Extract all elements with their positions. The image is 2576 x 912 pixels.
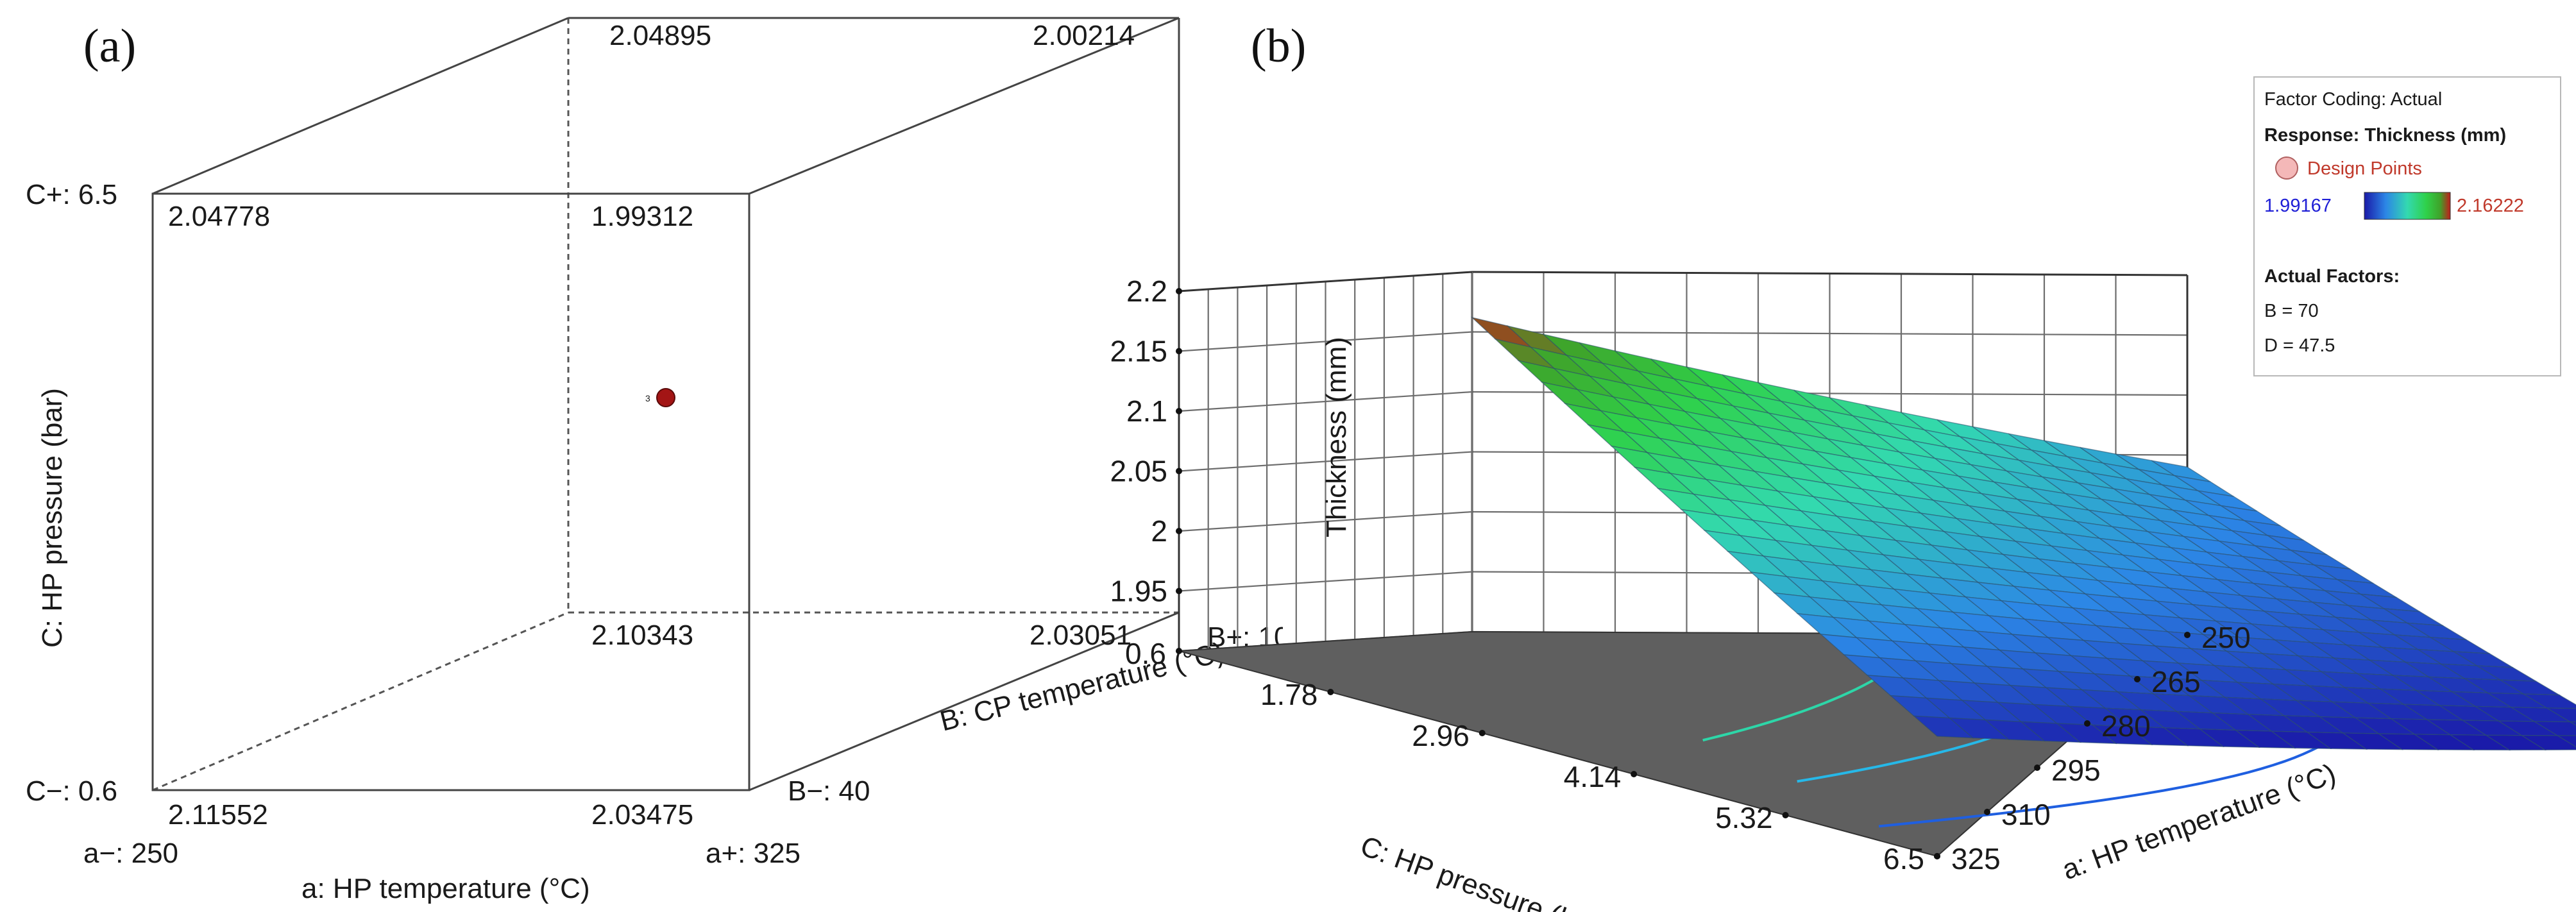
legend-min-value: 1.99167 [2264, 196, 2332, 216]
surface-cell [2568, 721, 2576, 726]
z-tick-dot [1176, 348, 1182, 355]
x-tick-label: 295 [2051, 754, 2101, 787]
axis-title-hp-pressure: C: HP pressure (bar) [1357, 830, 1611, 912]
legend-design-points: Design Points [2307, 158, 2422, 179]
panel-a-label: (a) [83, 20, 136, 72]
grid-line [1178, 391, 1473, 412]
x-tick-dot [1984, 809, 1990, 815]
grid-line [1178, 511, 1473, 532]
grid-line [1178, 331, 1473, 352]
y-tick-label: 0.6 [1125, 637, 1166, 670]
z-tick-label: 2.2 [1126, 274, 1167, 308]
x-tick-dot [2134, 676, 2140, 682]
x-tick-label: 325 [1951, 842, 2001, 875]
corner-value-front-bottom-right: 2.03475 [591, 799, 693, 831]
y-tick-label: 4.14 [1564, 760, 1622, 793]
x-tick-label: 265 [2151, 665, 2201, 698]
legend-actual-factors-title: Actual Factors: [2264, 266, 2400, 287]
z-tick-label: 1.95 [1110, 575, 1167, 608]
axis-title-a: a: HP temperature (°C) [301, 873, 590, 904]
label-a-minus: a−: 250 [83, 838, 178, 869]
response-surface [1470, 316, 2576, 751]
grid-line [1178, 571, 1473, 592]
cube-edge-top-right [749, 17, 1180, 195]
y-tick-label: 2.96 [1412, 719, 1470, 752]
corner-value-back-top-left: 2.04895 [609, 20, 711, 51]
legend-factor-coding: Factor Coding: Actual [2264, 89, 2442, 110]
cube-plot: (a) 2.04895 2.00214 2.04778 1.99312 2.10… [26, 17, 1283, 904]
legend-box [2253, 76, 2561, 376]
label-c-minus: C−: 0.6 [26, 775, 117, 807]
z-tick-label: 2.15 [1110, 335, 1167, 368]
cube-edge-bottom-right [749, 611, 1180, 791]
x-tick-dot [2084, 720, 2090, 727]
corner-value-back-top-right: 2.00214 [1033, 20, 1135, 51]
surface-cell [2521, 693, 2576, 709]
x-tick-label: 280 [2101, 709, 2151, 743]
cube-front-face [151, 192, 750, 791]
cube-edge-hidden-bottom-left [152, 611, 569, 791]
y-tick-dot [1327, 689, 1334, 695]
x-tick-dot [1934, 853, 1940, 859]
z-tick-dot [1176, 408, 1182, 414]
x-tick-dot [2034, 764, 2040, 771]
cube-edge-top-left [152, 17, 569, 195]
label-c-plus: C+: 6.5 [26, 179, 117, 210]
frame-edge [1178, 271, 1473, 292]
grid-line [1178, 451, 1473, 472]
legend-max-value: 2.16222 [2457, 196, 2524, 216]
z-tick-dot [1176, 587, 1182, 595]
x-tick-dot [2184, 632, 2190, 638]
x-tick-label: 250 [2201, 621, 2251, 654]
z-tick-label: 2.05 [1110, 455, 1167, 488]
surface-cell [2532, 721, 2576, 736]
y-tick-dot [1479, 730, 1486, 736]
z-tick-dot [1176, 468, 1182, 475]
z-tick-dot [1176, 288, 1182, 294]
legend-factor-b: B = 70 [2264, 301, 2319, 321]
z-tick-dot [1176, 528, 1182, 534]
corner-value-back-bottom-right: 2.03051 [1030, 620, 1131, 651]
corner-value-front-top-right: 1.99312 [591, 201, 693, 232]
surface-cell [2555, 735, 2576, 748]
axis-ticks: 1.95 2 2.05 2.1 2.15 2.2 0.6 1.78 2.96 4.14 5.32 6.… [1110, 274, 2250, 875]
y-tick-label: 5.32 [1715, 801, 1773, 834]
corner-value-back-bottom-left: 2.10343 [591, 620, 693, 651]
x-tick-label: 310 [2001, 798, 2051, 831]
axis-title-thickness: Thickness (mm) [1321, 337, 1352, 537]
center-point-count: 3 [645, 393, 650, 403]
y-tick-label: 6.5 [1883, 842, 1924, 875]
legend-design-point-marker [2275, 156, 2298, 180]
y-tick-dot [1782, 812, 1789, 818]
legend-response: Response: Thickness (mm) [2264, 125, 2506, 146]
panel-b-label: (b) [1251, 20, 1306, 72]
axis-title-c: C: HP pressure (bar) [37, 388, 68, 648]
z-tick-label: 2 [1151, 514, 1167, 548]
legend-color-bar [2364, 192, 2451, 220]
label-a-plus: a+: 325 [706, 838, 801, 869]
y-tick-dot [1176, 648, 1182, 654]
center-design-point [656, 388, 675, 407]
frame-edge [1471, 271, 2188, 276]
corner-value-front-top-left: 2.04778 [168, 201, 270, 232]
corner-value-front-bottom-left: 2.11552 [168, 799, 268, 831]
y-tick-label: 1.78 [1260, 678, 1318, 711]
z-tick-label: 2.1 [1126, 394, 1167, 428]
y-tick-dot [1631, 771, 1638, 777]
legend: Factor Coding: Actual Response: Thicknes… [2253, 76, 2561, 376]
grid-line [1471, 331, 2188, 336]
label-b-minus: B−: 40 [788, 775, 870, 807]
surface-cell [2545, 707, 2576, 723]
legend-factor-d: D = 47.5 [2264, 335, 2335, 356]
